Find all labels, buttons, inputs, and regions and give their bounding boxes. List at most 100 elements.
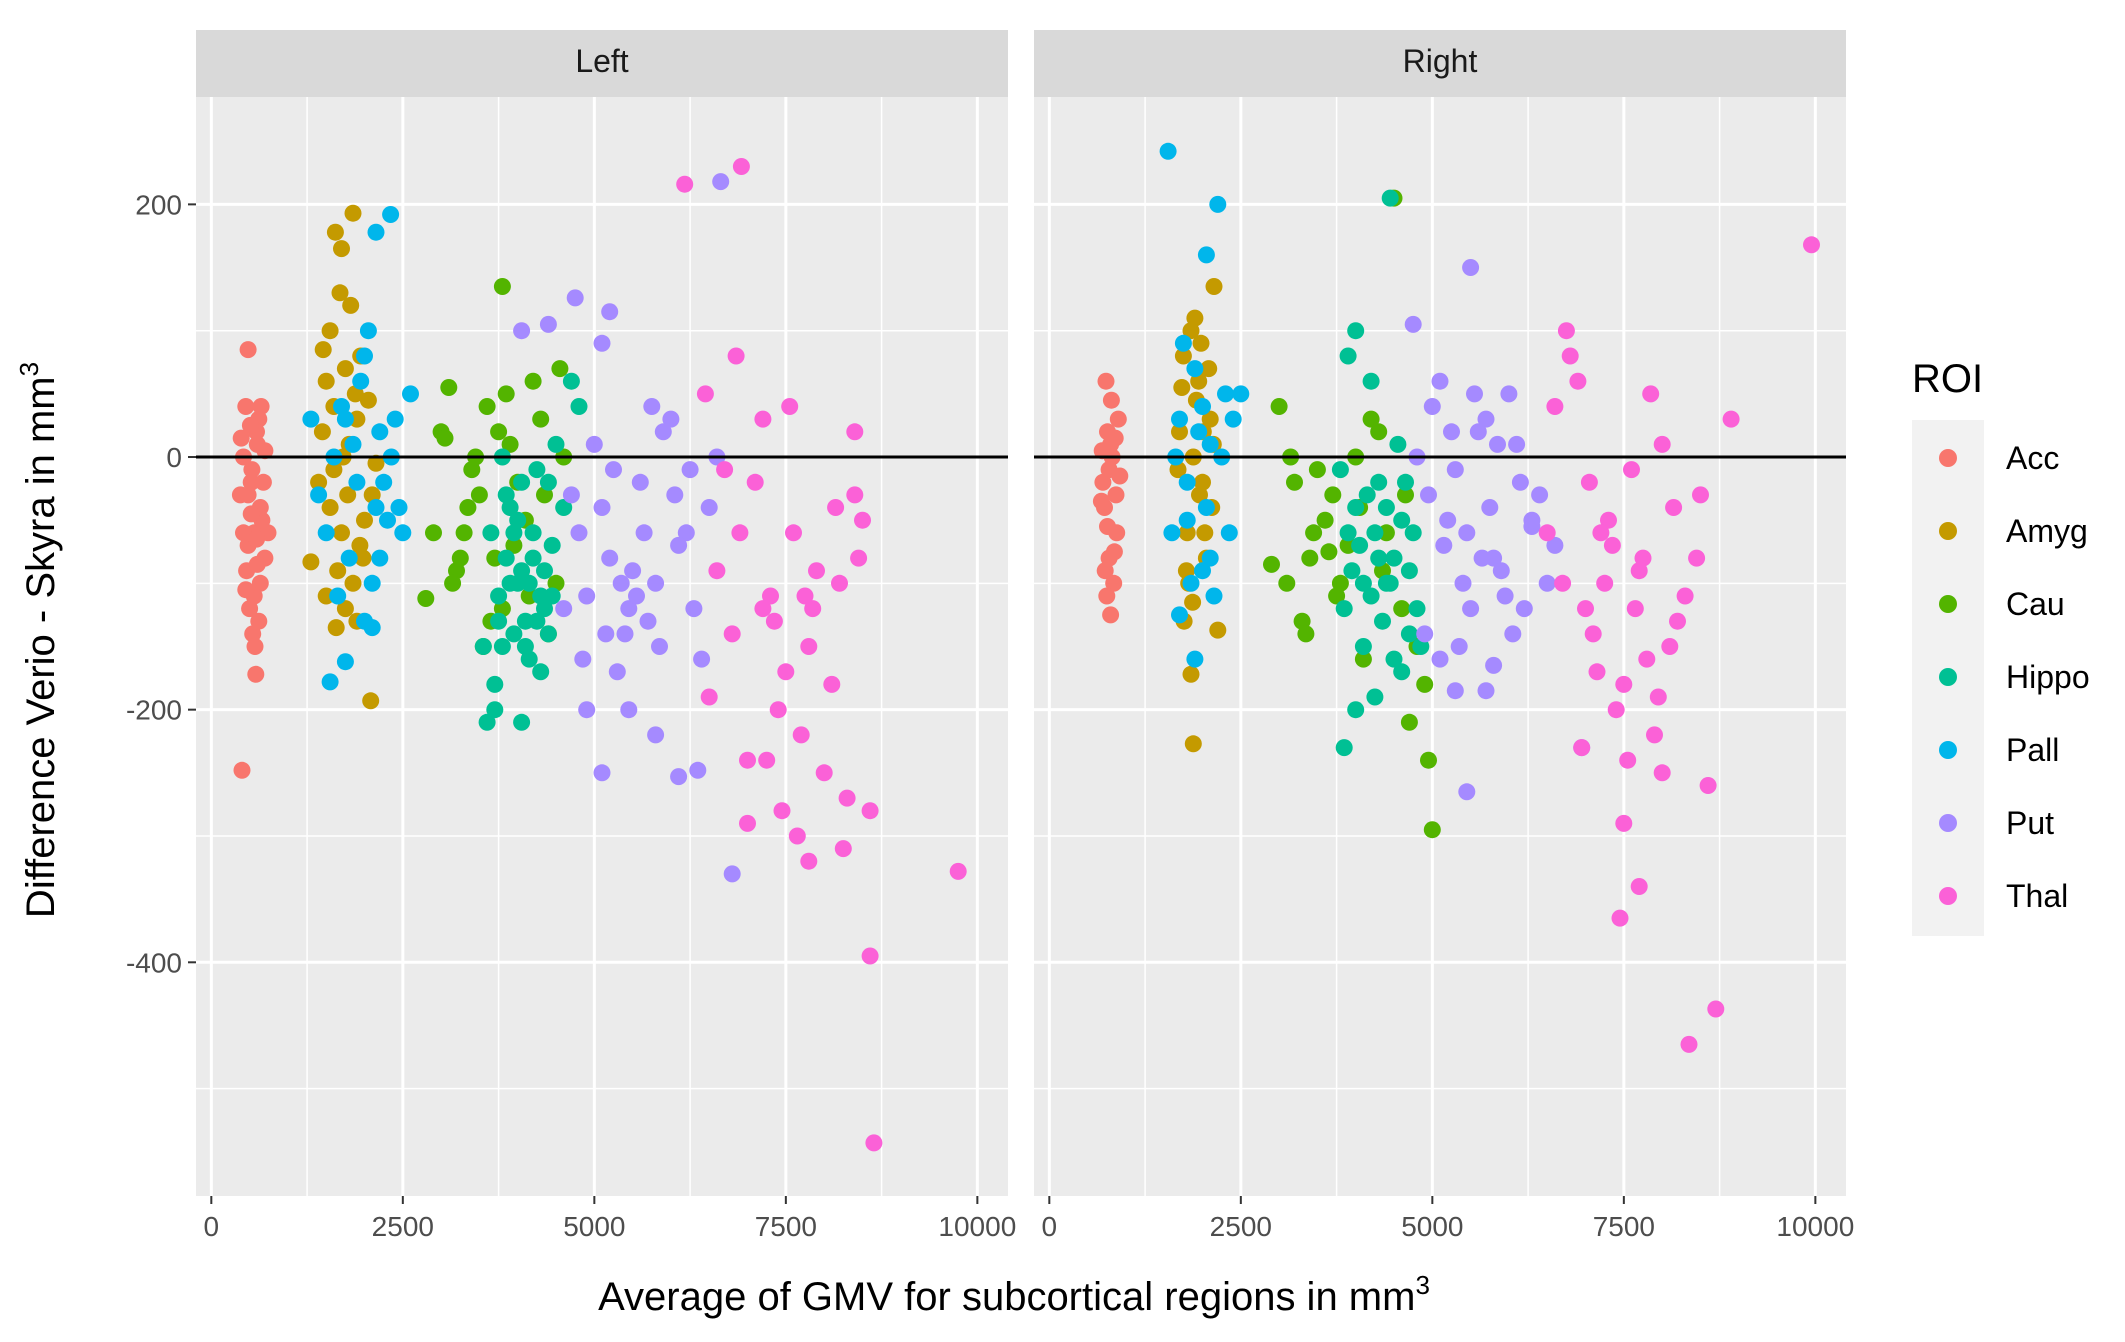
- point-hippo: [520, 574, 538, 592]
- point-pall: [1186, 360, 1204, 378]
- point-pall: [1217, 385, 1234, 403]
- point-put: [593, 334, 611, 352]
- point-hippo: [1347, 499, 1365, 516]
- point-acc: [248, 530, 265, 548]
- point-put: [578, 587, 596, 605]
- point-put: [700, 499, 718, 516]
- point-thal: [792, 726, 810, 744]
- point-acc: [250, 612, 268, 630]
- point-cau: [490, 423, 508, 441]
- point-put: [670, 536, 688, 554]
- point-put: [643, 398, 661, 415]
- point-put: [597, 625, 615, 643]
- point-cau: [417, 590, 435, 607]
- point-hippo: [570, 398, 588, 415]
- x-tick-label: 0: [1042, 1211, 1058, 1242]
- point-acc: [237, 581, 255, 599]
- point-acc: [1105, 543, 1123, 561]
- point-hippo: [1381, 189, 1399, 207]
- point-acc: [252, 398, 270, 415]
- point-pall: [302, 410, 320, 428]
- point-thal: [1688, 549, 1706, 567]
- point-hippo: [528, 612, 546, 630]
- point-thal: [846, 486, 864, 504]
- x-tick-label: 0: [204, 1211, 220, 1242]
- point-acc: [254, 473, 272, 491]
- point-hippo: [1397, 473, 1414, 491]
- point-thal: [1646, 726, 1663, 744]
- point-cau: [1420, 751, 1437, 769]
- axes: 0 2500 5000 7500 10000 0 2500 5000 7500 10000 200 0…: [126, 189, 1854, 1242]
- point-acc: [1102, 606, 1120, 624]
- panel-background: [1034, 97, 1846, 1196]
- point-thal: [739, 751, 756, 769]
- point-hippo: [1339, 524, 1357, 542]
- point-pall: [367, 223, 385, 241]
- point-cau: [425, 524, 442, 542]
- point-put: [628, 587, 645, 605]
- point-amyg: [1173, 379, 1191, 396]
- point-thal: [1600, 511, 1617, 529]
- point-thal: [1803, 236, 1820, 254]
- point-acc: [1106, 429, 1124, 447]
- point-put: [1404, 315, 1422, 333]
- point-put: [631, 473, 649, 491]
- facet-panel-left: Left: [196, 30, 1008, 1196]
- point-thal: [1623, 461, 1640, 479]
- point-pall: [371, 549, 389, 567]
- point-amyg: [1196, 524, 1214, 542]
- point-hippo: [486, 675, 504, 693]
- point-thal: [1661, 638, 1679, 655]
- point-acc: [237, 398, 255, 415]
- point-hippo: [482, 524, 500, 542]
- point-hippo: [474, 638, 492, 655]
- point-hippo: [1366, 688, 1384, 706]
- point-hippo: [524, 549, 542, 567]
- point-amyg: [302, 553, 320, 571]
- point-acc: [235, 524, 252, 542]
- point-hippo: [513, 713, 531, 731]
- point-hippo: [1362, 372, 1380, 390]
- point-put: [1454, 574, 1472, 592]
- point-put: [616, 625, 634, 643]
- legend-key-amyg: [1939, 522, 1957, 540]
- legend-item-acc: Acc: [1939, 440, 2059, 476]
- point-put: [1511, 473, 1529, 491]
- point-cau: [501, 435, 519, 453]
- point-put: [593, 499, 611, 516]
- point-hippo: [478, 713, 496, 731]
- point-thal: [850, 549, 868, 567]
- legend-label: Pall: [2006, 732, 2059, 768]
- point-hippo: [486, 701, 504, 719]
- point-cau: [459, 499, 477, 516]
- point-thal: [1611, 909, 1629, 927]
- point-thal: [1573, 739, 1591, 757]
- point-acc: [246, 638, 264, 655]
- point-put: [574, 650, 592, 668]
- point-put: [1496, 587, 1514, 605]
- legend-label: Acc: [2006, 440, 2059, 476]
- point-pall: [1163, 524, 1181, 542]
- point-thal: [1626, 600, 1644, 618]
- point-hippo: [1347, 701, 1365, 719]
- point-pall: [1190, 423, 1208, 441]
- point-acc: [244, 625, 262, 643]
- point-thal: [1577, 600, 1594, 618]
- point-thal: [1669, 612, 1686, 630]
- legend-key-cau: [1939, 595, 1957, 613]
- point-thal: [800, 638, 818, 655]
- point-put: [1458, 783, 1476, 801]
- point-cau: [1297, 625, 1315, 643]
- points-left: [231, 158, 967, 1152]
- y-axis-title: Difference Verio - Skyra in mm3: [14, 362, 63, 918]
- point-pall: [390, 499, 408, 516]
- point-amyg: [1182, 322, 1200, 340]
- legend-label: Thal: [2006, 878, 2068, 914]
- point-pall: [329, 587, 347, 605]
- point-thal: [777, 663, 795, 681]
- point-cau: [1305, 524, 1323, 542]
- point-hippo: [1370, 473, 1388, 491]
- point-hippo: [490, 587, 508, 605]
- point-amyg: [321, 499, 339, 516]
